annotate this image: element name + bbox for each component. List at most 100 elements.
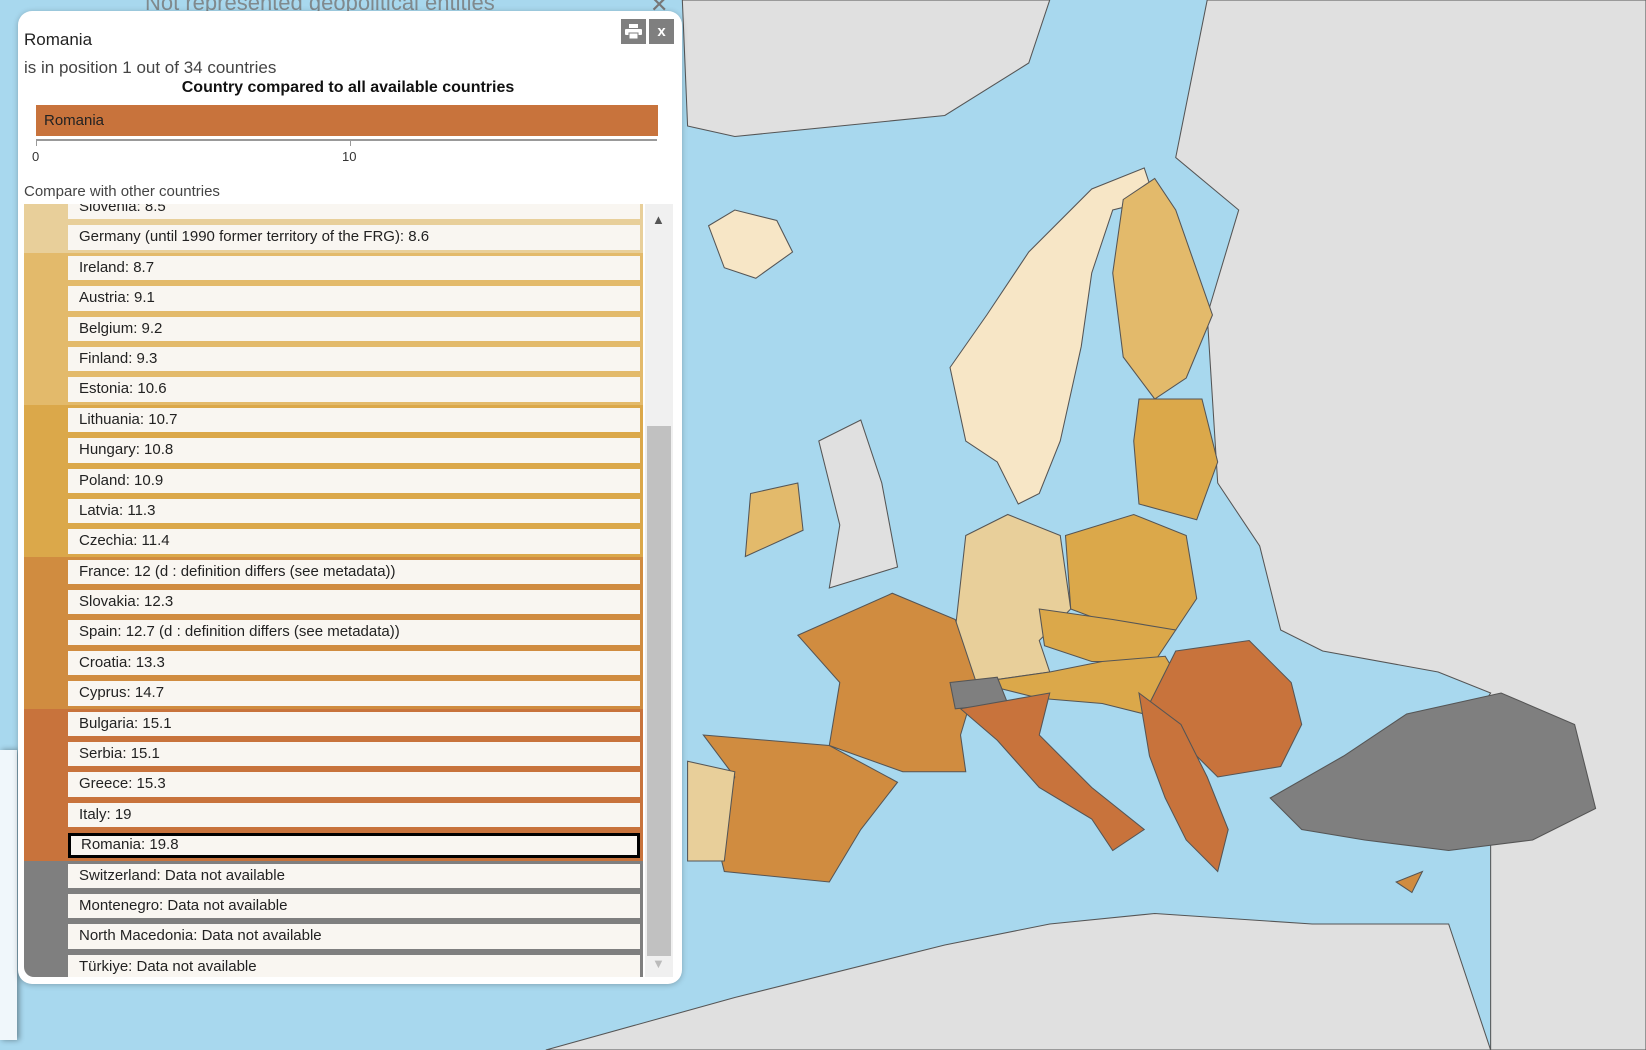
- scroll-up-icon[interactable]: ▲: [652, 212, 665, 227]
- class-color-swatch: [24, 587, 68, 617]
- list-item[interactable]: Cyprus: 14.7: [24, 678, 643, 709]
- class-color-swatch: [24, 496, 68, 526]
- list-item[interactable]: Slovakia: 12.3: [24, 587, 643, 618]
- country-portugal: [687, 760, 736, 862]
- list-item[interactable]: Lithuania: 10.7: [24, 404, 643, 436]
- list-item-cell: Montenegro: Data not available: [68, 891, 643, 921]
- list-item[interactable]: Germany (until 1990 former territory of …: [24, 222, 643, 253]
- list-item-cell: Ireland: 8.7: [68, 253, 643, 283]
- close-button[interactable]: x: [649, 19, 674, 44]
- country-ireland: [744, 482, 804, 558]
- list-item[interactable]: Switzerland: Data not available: [24, 860, 643, 891]
- list-item[interactable]: North Macedonia: Data not available: [24, 921, 643, 952]
- class-color-swatch: [24, 769, 68, 799]
- class-color-swatch: [24, 466, 68, 496]
- scrollbar-thumb[interactable]: [647, 426, 671, 956]
- bar-label: Romania: [44, 112, 105, 129]
- list-item[interactable]: Czechia: 11.4: [24, 526, 643, 557]
- list-item[interactable]: Slovenia: 8.5: [24, 204, 643, 223]
- scroll-down-icon[interactable]: ▼: [652, 956, 665, 971]
- country-list[interactable]: Slovenia: 8.5 Germany (until 1990 former …: [24, 204, 643, 977]
- list-item-cell: Bulgaria: 15.1: [68, 709, 643, 739]
- country-cyprus: [1395, 870, 1424, 894]
- list-item-label: Türkiye: Data not available: [68, 954, 640, 977]
- popup-position-text: is in position 1 out of 34 countries: [24, 58, 277, 77]
- list-item-label: Hungary: 10.8: [68, 438, 640, 463]
- list-item[interactable]: Ireland: 8.7: [24, 252, 643, 284]
- list-item-cell: Italy: 19: [68, 800, 643, 830]
- class-color-swatch: [24, 648, 68, 678]
- country-italy: [959, 692, 1146, 852]
- list-item[interactable]: Spain: 12.7 (d : definition differs (see…: [24, 617, 643, 648]
- country-popup: Romania is in position 1 out of 34 count…: [18, 11, 682, 984]
- list-item[interactable]: Poland: 10.9: [24, 465, 643, 496]
- list-item[interactable]: Bulgaria: 15.1: [24, 708, 643, 740]
- land-africa: [545, 912, 1492, 1050]
- list-item-label: Croatia: 13.3: [68, 650, 640, 676]
- class-color-swatch: [24, 861, 68, 891]
- list-item-label: Switzerland: Data not available: [68, 863, 640, 888]
- side-panel: [0, 750, 17, 1040]
- land-east: [1175, 0, 1646, 1050]
- list-item-cell: Greece: 15.3: [68, 769, 643, 799]
- country-poland: [1064, 513, 1198, 631]
- country-serbia-greece: [1138, 691, 1229, 873]
- class-color-swatch: [24, 204, 68, 222]
- list-item[interactable]: Romania: 19.8: [24, 830, 643, 861]
- print-button[interactable]: [621, 19, 646, 44]
- list-item[interactable]: Hungary: 10.8: [24, 435, 643, 466]
- country-iceland: [707, 209, 794, 279]
- compare-label: Compare with other countries: [24, 183, 220, 200]
- class-color-swatch: [24, 891, 68, 921]
- list-item[interactable]: Finland: 9.3: [24, 343, 643, 375]
- chart-title: Country compared to all available countr…: [181, 79, 515, 96]
- country-baltics: [1133, 398, 1219, 521]
- list-item[interactable]: Belgium: 9.2: [24, 313, 643, 344]
- list-item-cell: Belgium: 9.2: [68, 314, 643, 344]
- list-item-label: Poland: 10.9: [68, 468, 640, 493]
- list-item[interactable]: Türkiye: Data not available: [24, 951, 643, 977]
- list-item-label: Montenegro: Data not available: [68, 893, 640, 919]
- list-item-label: Greece: 15.3: [68, 772, 640, 797]
- list-item[interactable]: Serbia: 15.1: [24, 739, 643, 770]
- list-item-cell: Türkiye: Data not available: [68, 952, 643, 977]
- list-item-cell: Lithuania: 10.7: [68, 405, 643, 435]
- list-item-label: Slovakia: 12.3: [68, 590, 640, 615]
- list-item-label: Finland: 9.3: [68, 346, 640, 372]
- list-item-cell: Romania: 19.8: [68, 830, 643, 860]
- list-item-cell: Slovakia: 12.3: [68, 587, 643, 617]
- list-item[interactable]: Montenegro: Data not available: [24, 890, 643, 922]
- tick-label-0: 0: [32, 149, 40, 164]
- list-item[interactable]: Latvia: 11.3: [24, 495, 643, 527]
- class-color-swatch: [24, 344, 68, 374]
- list-item[interactable]: Greece: 15.3: [24, 769, 643, 800]
- country-turkey: [1269, 692, 1597, 852]
- list-item-cell: Switzerland: Data not available: [68, 861, 643, 891]
- class-color-swatch: [24, 739, 68, 769]
- class-color-swatch: [24, 830, 68, 860]
- list-item-label: Bulgaria: 15.1: [68, 711, 640, 737]
- class-color-swatch: [24, 222, 68, 252]
- list-item-label: Spain: 12.7 (d : definition differs (see…: [68, 620, 640, 645]
- list-item[interactable]: Estonia: 10.6: [24, 374, 643, 405]
- list-item-label: Lithuania: 10.7: [68, 407, 640, 433]
- list-item-label: Czechia: 11.4: [68, 529, 640, 554]
- class-color-swatch: [24, 253, 68, 283]
- list-item-cell: Germany (until 1990 former territory of …: [68, 222, 643, 252]
- country-finland: [1112, 177, 1214, 400]
- country-france: [796, 592, 977, 773]
- popup-country-name: Romania: [24, 30, 93, 49]
- list-scrollbar[interactable]: ▲ ▼: [645, 204, 673, 977]
- list-item-cell: Hungary: 10.8: [68, 435, 643, 465]
- tick-0: [36, 139, 37, 146]
- list-item[interactable]: Italy: 19: [24, 799, 643, 831]
- list-item[interactable]: Croatia: 13.3: [24, 647, 643, 679]
- list-item-cell: Poland: 10.9: [68, 466, 643, 496]
- tick-10: [350, 139, 351, 146]
- list-item[interactable]: France: 12 (d : definition differs (see …: [24, 556, 643, 588]
- list-item-cell: Cyprus: 14.7: [68, 678, 643, 708]
- list-item[interactable]: Austria: 9.1: [24, 283, 643, 314]
- list-item-label: Slovenia: 8.5: [68, 204, 640, 220]
- list-item-cell: Spain: 12.7 (d : definition differs (see…: [68, 617, 643, 647]
